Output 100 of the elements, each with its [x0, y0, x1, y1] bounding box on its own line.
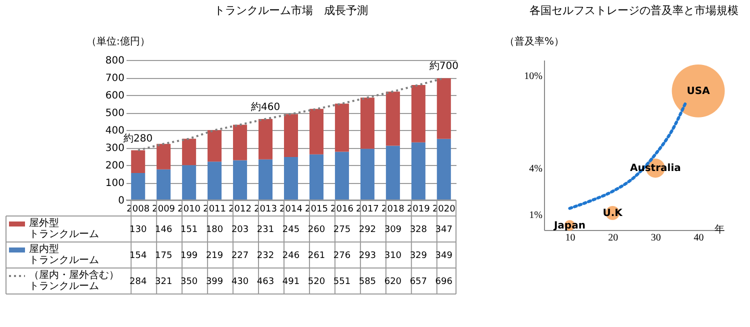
- data-label: 329: [410, 251, 428, 261]
- bar: [436, 138, 451, 200]
- legend-label: （屋内・屋外含む）トランクルーム: [29, 269, 119, 292]
- x-tick-label: 2018: [381, 204, 405, 214]
- y-tick-label: 400: [105, 126, 124, 136]
- y-tick-label: 0: [118, 196, 124, 206]
- data-label: 231: [256, 225, 274, 235]
- x-tick-label: 2011: [203, 204, 226, 214]
- x-tick-label: 2016: [330, 204, 354, 214]
- data-label: 292: [358, 225, 376, 235]
- y-axis-title: （普及率%）: [504, 36, 564, 48]
- x-tick-label: 20: [608, 232, 618, 244]
- data-label: 151: [180, 225, 198, 235]
- bar: [233, 160, 248, 200]
- x-tick-label: 2020: [432, 204, 456, 214]
- data-label: 261: [308, 251, 326, 261]
- data-label: 463: [256, 277, 274, 287]
- bar: [156, 169, 171, 200]
- bar: [360, 148, 374, 200]
- bar: [360, 98, 374, 149]
- x-tick-label: 30: [650, 232, 661, 244]
- y-tick-label: 4%: [529, 164, 542, 175]
- data-label: 551: [333, 277, 351, 287]
- x-tick-label: 10: [565, 232, 576, 244]
- x-tick-label: 2019: [406, 204, 430, 214]
- data-label: 309: [384, 225, 402, 235]
- data-label: 620: [384, 277, 402, 287]
- annotation: Japan: [552, 220, 586, 232]
- data-label: 232: [256, 251, 274, 261]
- x-tick-label: 2010: [178, 204, 201, 214]
- data-label: 199: [180, 251, 198, 261]
- x-tick-label: 2017: [356, 204, 379, 214]
- legend-label: 屋内型トランクルーム: [29, 243, 99, 266]
- data-label: 180: [206, 225, 224, 235]
- bar: [411, 142, 426, 200]
- annotation: 約700: [429, 61, 458, 72]
- y-tick-label: 200: [105, 160, 124, 172]
- data-label: 130: [130, 225, 147, 235]
- data-label: 154: [130, 251, 147, 261]
- bar: [334, 152, 349, 200]
- data-label: 275: [333, 225, 351, 235]
- data-label: 175: [154, 251, 172, 261]
- bar: [386, 146, 400, 200]
- x-tick-label: 40: [694, 232, 704, 244]
- data-label: 399: [206, 277, 224, 287]
- bar: [233, 124, 248, 160]
- bar: [208, 130, 222, 162]
- data-label: 657: [410, 277, 428, 287]
- y-tick-label: 1%: [529, 210, 542, 222]
- data-label: 350: [180, 277, 198, 287]
- bar: [258, 159, 273, 200]
- data-label: 328: [410, 225, 428, 235]
- chart-title: 各国セルフストレージの普及率と市場規模: [530, 4, 738, 17]
- annotation: USA: [686, 86, 710, 97]
- y-tick-label: 300: [105, 143, 124, 154]
- bar: [386, 92, 400, 146]
- chart-title: トランクルーム市場 成長予測: [214, 4, 368, 17]
- y-tick-label: 700: [105, 73, 124, 84]
- bar: [411, 85, 426, 142]
- data-label: 310: [384, 251, 402, 261]
- x-tick-label: 2009: [152, 204, 176, 214]
- data-label: 260: [308, 225, 326, 235]
- bar: [309, 108, 324, 154]
- data-label: 585: [358, 277, 376, 287]
- data-label: 219: [206, 251, 224, 261]
- annotation: 約460: [250, 102, 280, 113]
- bar: [436, 78, 451, 139]
- y-tick-label: 600: [105, 90, 124, 102]
- x-tick-label: 2015: [305, 204, 328, 214]
- data-label: 321: [154, 277, 172, 287]
- data-label: 245: [282, 225, 300, 235]
- data-label: 696: [435, 277, 453, 287]
- y-tick-label: 800: [105, 56, 124, 66]
- y-axis-title: （単位:億円）: [86, 36, 150, 48]
- bar: [182, 165, 196, 200]
- bar: [131, 150, 146, 174]
- x-tick-label: 2014: [280, 204, 303, 214]
- data-label: 146: [154, 225, 172, 235]
- bar: [284, 156, 298, 200]
- bar: [131, 173, 146, 200]
- x-tick-label: 2008: [126, 204, 150, 214]
- data-label: 520: [308, 277, 326, 287]
- data-label: 430: [231, 277, 249, 287]
- line-series: [568, 102, 687, 210]
- y-tick-label: 100: [105, 178, 124, 189]
- y-tick-label: 10%: [524, 70, 542, 82]
- legend-label: 屋外型トランクルーム: [29, 217, 99, 240]
- data-label: 349: [435, 251, 453, 261]
- bar: [182, 138, 196, 166]
- x-tick-label: 2012: [228, 204, 252, 214]
- bar: [334, 104, 349, 152]
- bar: [258, 118, 273, 160]
- x-axis-title: 年: [714, 224, 724, 236]
- data-label: 227: [231, 251, 249, 261]
- data-label: 293: [358, 251, 376, 261]
- bar: [208, 162, 222, 200]
- data-label: 491: [282, 277, 300, 287]
- annotation: 約280: [124, 133, 153, 144]
- bar: [284, 114, 298, 157]
- data-label: 284: [130, 277, 147, 287]
